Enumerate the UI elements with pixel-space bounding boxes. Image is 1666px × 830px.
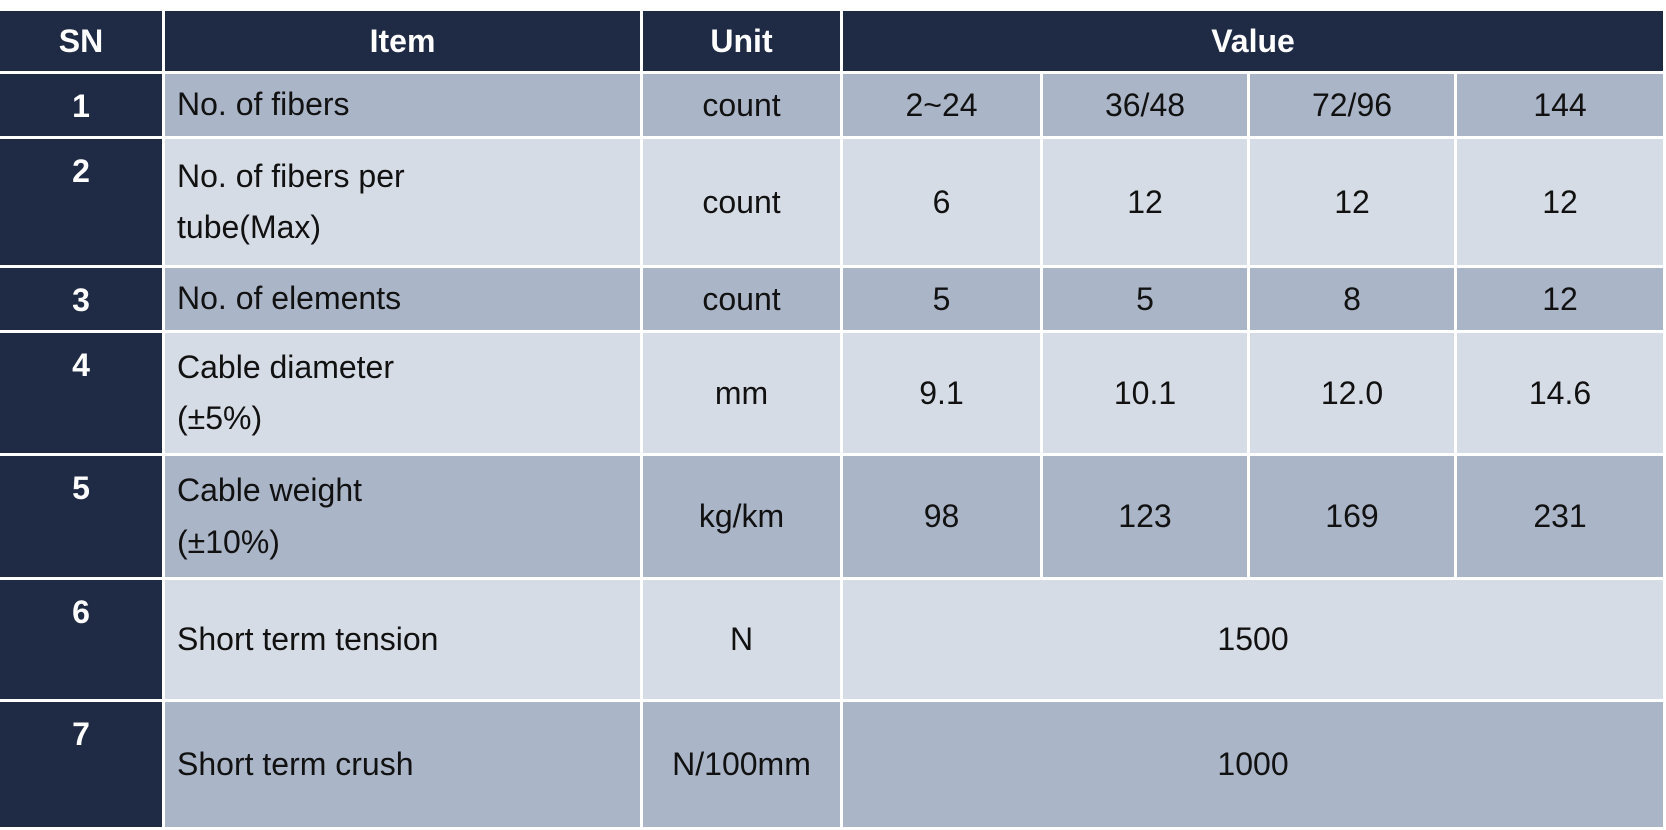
value-cell: 144	[1457, 74, 1664, 136]
value-cell: 2~24	[843, 74, 1040, 136]
table-body: 1 No. of fibers count 2~24 36/48 72/96 144 2 No.…	[0, 74, 1664, 827]
unit-cell: count	[643, 74, 840, 136]
item-text: No. of fibers per tube(Max)	[177, 157, 405, 245]
value-cell: 1000	[843, 702, 1664, 827]
sn-cell: 6	[0, 580, 162, 699]
item-cell: No. of fibers	[165, 74, 640, 136]
item-cell: Short term tension	[165, 580, 640, 699]
value-cell: 12	[1250, 139, 1454, 265]
header-cell: Item	[165, 11, 640, 71]
value-cell: 72/96	[1250, 74, 1454, 136]
unit-cell: count	[643, 139, 840, 265]
table-row: 4 Cable diameter (±5%) mm 9.1 10.1 12.0 14.6	[0, 333, 1664, 453]
sn-cell: 7	[0, 702, 162, 827]
value-cell: 36/48	[1043, 74, 1247, 136]
value-cell: 123	[1043, 456, 1247, 577]
table-row: 1 No. of fibers count 2~24 36/48 72/96 144	[0, 74, 1664, 136]
sn-cell: 5	[0, 456, 162, 577]
item-text: No. of fibers	[177, 86, 350, 123]
value-cell: 1500	[843, 580, 1664, 699]
header-cell: SN	[0, 11, 162, 71]
value-cell: 12	[1457, 268, 1664, 330]
value-cell: 9.1	[843, 333, 1040, 453]
unit-cell: mm	[643, 333, 840, 453]
item-text: Short term crush	[177, 745, 414, 782]
table-row: 6 Short term tension N 1500	[0, 580, 1664, 699]
sn-cell: 2	[0, 139, 162, 265]
value-cell: 6	[843, 139, 1040, 265]
item-text: No. of elements	[177, 280, 402, 317]
value-cell: 12	[1457, 139, 1664, 265]
value-cell: 12	[1043, 139, 1247, 265]
unit-cell: N/100mm	[643, 702, 840, 827]
value-cell: 5	[843, 268, 1040, 330]
item-cell: Cable diameter (±5%)	[165, 333, 640, 453]
item-cell: Short term crush	[165, 702, 640, 827]
table-row: 3 No. of elements count 5 5 8 12	[0, 268, 1664, 330]
value-cell: 98	[843, 456, 1040, 577]
item-text: Cable diameter (±5%)	[177, 348, 394, 436]
table-row: 7 Short term crush N/100mm 1000	[0, 702, 1664, 827]
unit-cell: N	[643, 580, 840, 699]
sn-cell: 1	[0, 74, 162, 136]
spec-table: SN Item Unit Value 1 No. of fibers count 2~…	[0, 8, 1666, 830]
item-cell: No. of fibers per tube(Max)	[165, 139, 640, 265]
unit-cell: kg/km	[643, 456, 840, 577]
value-cell: 10.1	[1043, 333, 1247, 453]
value-cell: 5	[1043, 268, 1247, 330]
item-text: Cable weight (±10%)	[177, 472, 362, 560]
table-row: 5 Cable weight (±10%) kg/km 98 123 169 231	[0, 456, 1664, 577]
table-row: 2 No. of fibers per tube(Max) count 6 12 12 12	[0, 139, 1664, 265]
item-cell: Cable weight (±10%)	[165, 456, 640, 577]
value-cell: 8	[1250, 268, 1454, 330]
sn-cell: 4	[0, 333, 162, 453]
value-cell: 12.0	[1250, 333, 1454, 453]
header-cell: Value	[843, 11, 1664, 71]
header-cell: Unit	[643, 11, 840, 71]
value-cell: 231	[1457, 456, 1664, 577]
sn-cell: 3	[0, 268, 162, 330]
value-cell: 14.6	[1457, 333, 1664, 453]
unit-cell: count	[643, 268, 840, 330]
header-row: SN Item Unit Value	[0, 11, 1664, 71]
item-text: Short term tension	[177, 620, 439, 657]
item-cell: No. of elements	[165, 268, 640, 330]
value-cell: 169	[1250, 456, 1454, 577]
